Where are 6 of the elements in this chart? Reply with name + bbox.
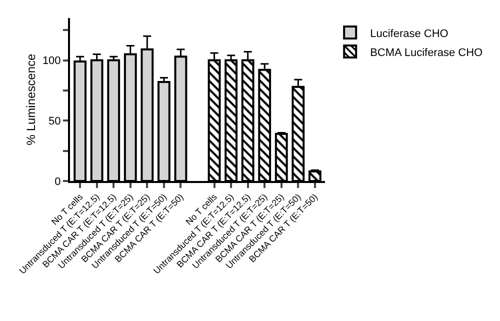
legend-label: Luciferase CHO — [370, 28, 449, 40]
y-tick-label: 0 — [54, 176, 61, 188]
y-tick-label: 50 — [48, 115, 61, 128]
text: BCMA Luciferase CHO — [370, 46, 484, 59]
y-axis-title: % Luminescence — [24, 53, 38, 146]
y-tick-label: 100 — [42, 55, 61, 68]
